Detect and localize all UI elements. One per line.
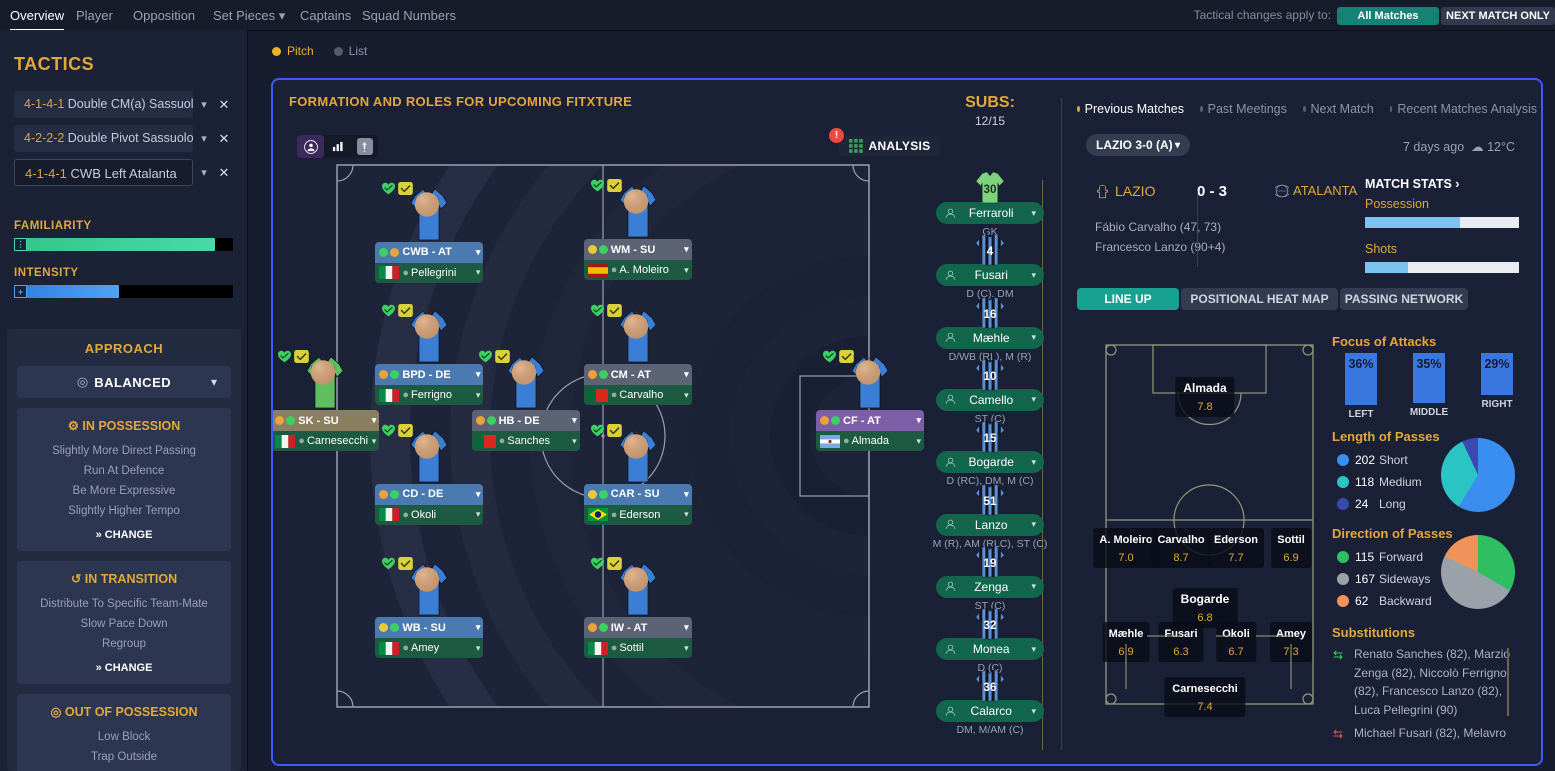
svg-text:10: 10 (984, 371, 997, 383)
svg-text:30: 30 (984, 184, 997, 196)
svg-text:36: 36 (984, 682, 997, 694)
svg-text:19: 19 (984, 558, 997, 570)
svg-text:16: 16 (984, 308, 997, 320)
svg-text:4: 4 (987, 246, 994, 258)
svg-text:15: 15 (984, 433, 997, 445)
svg-text:32: 32 (984, 620, 997, 632)
svg-text:51: 51 (984, 495, 997, 507)
